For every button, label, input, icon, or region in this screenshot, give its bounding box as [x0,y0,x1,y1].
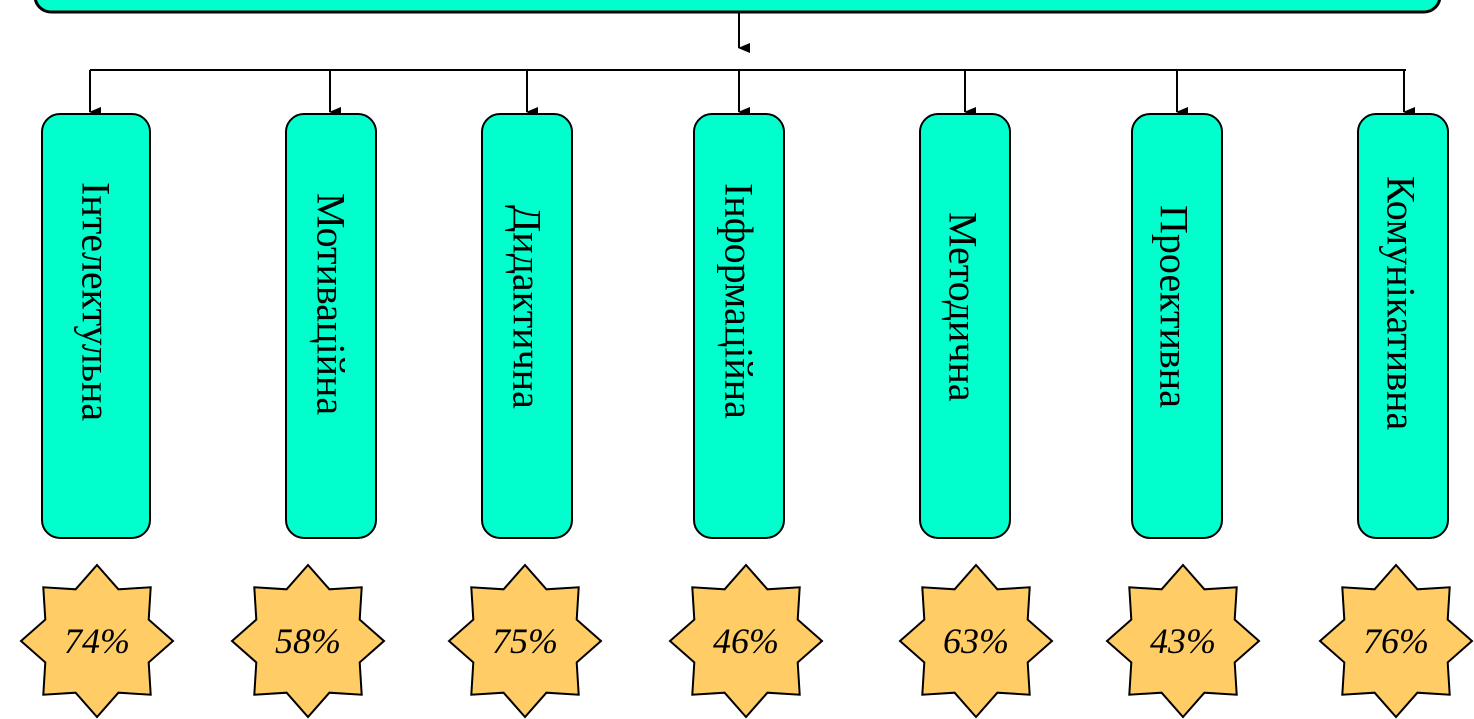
function-0: Інтелектульна 74% [19,70,175,719]
percent-label: 75% [492,621,558,661]
percent-label: 46% [713,621,779,661]
function-box [1131,113,1223,539]
function-label: Дидактична [505,205,550,409]
function-label: Проективна [1152,205,1197,408]
function-1: Мотиваційна 58% [230,70,386,719]
percent-star [1318,563,1474,719]
percent-label: 58% [275,621,341,661]
function-3: Інформаційна 46% [668,70,824,719]
percent-label: 76% [1363,621,1429,661]
function-box [41,113,151,539]
function-label: Методична [941,212,986,402]
percent-label: 74% [64,621,130,661]
percent-star [447,563,603,719]
function-box [1357,113,1449,539]
top-box [33,0,1442,14]
function-label: Інформаційна [717,183,762,419]
function-5: Проективна 43% [1105,70,1261,719]
percent-star [898,563,1054,719]
function-label: Мотиваційна [309,193,354,415]
percent-star [19,563,175,719]
percent-label: 63% [943,621,1009,661]
function-label: Комунікативна [1379,176,1424,430]
function-box [285,113,377,539]
function-6: Комунікативна 76% [1318,70,1474,719]
function-box [693,113,785,539]
percent-star [1105,563,1261,719]
function-box [919,113,1011,539]
percent-star [668,563,824,719]
function-4: Методична 63% [898,70,1054,719]
function-box [481,113,573,539]
percent-star [230,563,386,719]
percent-label: 43% [1150,621,1216,661]
function-label: Інтелектульна [74,182,119,421]
function-2: Дидактична 75% [447,70,603,719]
